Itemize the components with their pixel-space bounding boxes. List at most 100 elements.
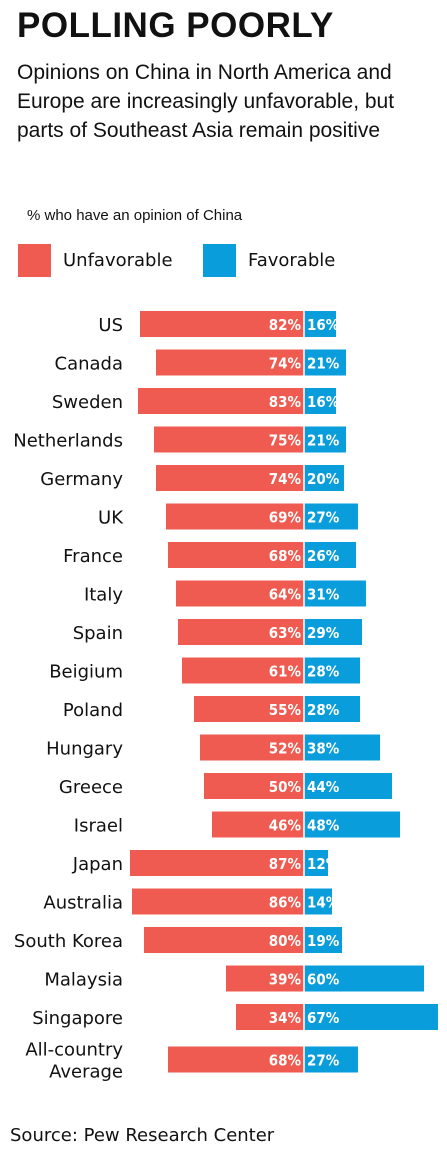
bar-unfavorable [140, 311, 304, 337]
legend-swatch-unfavorable [18, 244, 51, 277]
bar-row: 86% 14% Australia [43, 888, 340, 915]
category-label: Singapore [32, 1008, 123, 1029]
bar-favorable [304, 1004, 438, 1030]
value-label-unfavorable: 69% [269, 509, 302, 527]
value-label-favorable: 60% [307, 971, 340, 989]
value-label-unfavorable: 87% [269, 855, 302, 873]
bar-favorable [304, 542, 356, 568]
bar-unfavorable [236, 1004, 304, 1030]
value-label-unfavorable: 68% [269, 547, 302, 565]
category-label: Germany [40, 469, 123, 490]
bar-unfavorable [212, 811, 304, 838]
value-label-favorable: 38% [307, 740, 340, 758]
category-label: UK [98, 508, 124, 529]
bar-favorable [304, 1046, 358, 1073]
category-label: Poland [63, 700, 123, 721]
category-label: Netherlands [13, 431, 123, 452]
value-label-unfavorable: 86% [269, 894, 302, 912]
bar-unfavorable [132, 888, 304, 915]
value-label-favorable: 27% [307, 1052, 340, 1070]
bar-unfavorable [226, 965, 304, 992]
bar-favorable [304, 580, 366, 607]
bar-row: 39% 60% Malaysia [44, 965, 424, 992]
legend-label-unfavorable: Unfavorable [63, 250, 173, 271]
category-label: Greece [59, 777, 123, 798]
bar-row: 74% 20% Germany [40, 465, 344, 491]
bar-unfavorable [156, 349, 304, 376]
bar-unfavorable [204, 773, 304, 799]
bar-favorable [304, 465, 344, 491]
value-label-favorable: 20% [307, 470, 340, 488]
value-label-favorable: 29% [307, 624, 340, 642]
bar-favorable [304, 965, 424, 992]
bar-unfavorable [154, 426, 304, 453]
bar-unfavorable [166, 503, 304, 530]
legend-favorable: Favorable [203, 244, 335, 277]
value-label-favorable: 31% [307, 586, 340, 604]
bar-row: 68% 27% All-country Average [25, 1040, 358, 1083]
chart-title: POLLING POORLY [17, 6, 334, 45]
value-label-unfavorable: 64% [269, 586, 302, 604]
bar-row: 52% 38% Hungary [46, 734, 380, 761]
bar-row: 61% 28% Beigium [49, 657, 360, 684]
value-label-unfavorable: 61% [269, 663, 302, 681]
value-label-unfavorable: 55% [269, 701, 302, 719]
bar-favorable [304, 927, 342, 953]
bar-row: 46% 48% Israel [74, 811, 400, 838]
bar-favorable [304, 349, 346, 376]
value-label-favorable: 16% [307, 316, 340, 334]
bar-favorable [304, 426, 346, 453]
bar-favorable [304, 888, 332, 915]
bar-row: 68% 26% France [63, 542, 356, 568]
bar-favorable [304, 388, 336, 414]
value-label-favorable: 48% [307, 817, 340, 835]
legend-swatch-favorable [203, 244, 236, 277]
value-label-unfavorable: 83% [269, 393, 302, 411]
bar-unfavorable [194, 696, 304, 722]
value-label-unfavorable: 46% [269, 817, 302, 835]
bar-favorable [304, 311, 336, 337]
bar-favorable [304, 657, 360, 684]
category-label: France [63, 546, 123, 567]
value-label-favorable: 26% [307, 547, 340, 565]
category-label: Beigium [49, 662, 123, 683]
chart-subtitle: Opinions on China in North America and E… [17, 61, 395, 142]
category-label: South Korea [14, 931, 123, 952]
bar-favorable [304, 619, 362, 645]
value-label-favorable: 21% [307, 432, 340, 450]
category-label: Hungary [46, 739, 123, 760]
bar-favorable [304, 503, 358, 530]
value-label-unfavorable: 50% [269, 778, 302, 796]
category-label: All-country Average [25, 1040, 123, 1083]
bar-row: 64% 31% Italy [84, 580, 366, 607]
value-label-unfavorable: 82% [269, 316, 302, 334]
category-label: Japan [72, 854, 123, 875]
value-label-unfavorable: 39% [269, 971, 302, 989]
category-label: Israel [74, 816, 123, 837]
bar-unfavorable [176, 580, 304, 607]
value-label-favorable: 27% [307, 509, 340, 527]
value-label-favorable: 14% [307, 894, 340, 912]
category-label: Canada [55, 354, 124, 375]
bar-row: 87% 12% Japan [72, 850, 340, 876]
category-label: Italy [84, 585, 123, 606]
bar-unfavorable [138, 388, 304, 414]
category-label: Australia [43, 893, 123, 914]
bar-favorable [304, 811, 400, 838]
value-label-unfavorable: 74% [269, 470, 302, 488]
bar-favorable [304, 850, 328, 876]
legend-unfavorable: Unfavorable [18, 244, 173, 277]
bar-row: 82% 16% US [98, 311, 340, 337]
value-label-unfavorable: 74% [269, 355, 302, 373]
bar-row: 34% 67% Singapore [32, 1004, 438, 1030]
category-label: US [98, 315, 123, 336]
bar-row: 55% 28% Poland [63, 696, 360, 722]
source-note: Source: Pew Research Center [10, 1125, 275, 1146]
bar-row: 63% 29% Spain [73, 619, 362, 645]
value-label-favorable: 16% [307, 393, 340, 411]
value-label-unfavorable: 52% [269, 740, 302, 758]
bar-unfavorable [144, 927, 304, 953]
bar-row: 74% 21% Canada [55, 349, 346, 376]
value-label-favorable: 28% [307, 663, 340, 681]
